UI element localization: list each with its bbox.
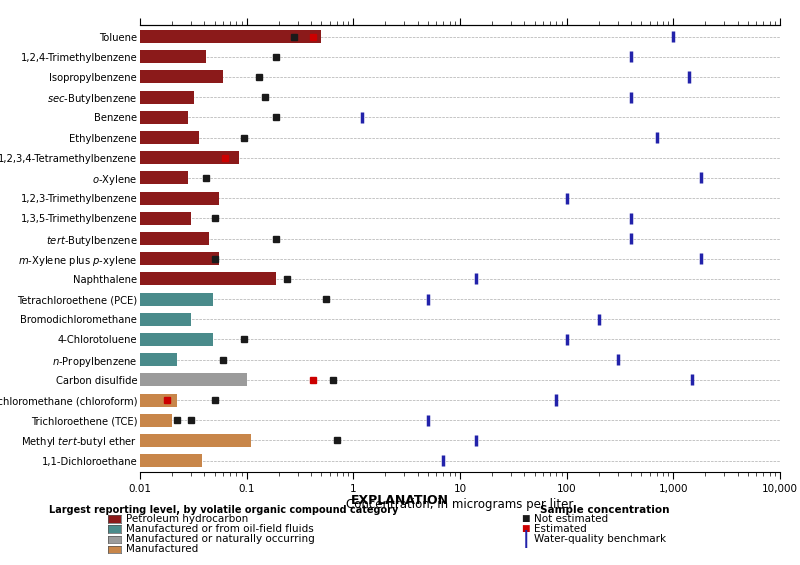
Bar: [140, 90, 194, 104]
Bar: [140, 333, 213, 346]
Bar: [140, 312, 191, 326]
Text: Sample concentration: Sample concentration: [540, 505, 670, 515]
Bar: [140, 454, 202, 467]
Bar: [140, 232, 209, 245]
Text: EXPLANATION: EXPLANATION: [351, 493, 449, 507]
Bar: [140, 353, 177, 366]
Bar: [140, 434, 251, 447]
Text: Estimated: Estimated: [534, 524, 587, 534]
Bar: [140, 373, 246, 386]
Bar: [140, 50, 206, 63]
Text: ■: ■: [522, 514, 530, 523]
Bar: [140, 131, 199, 144]
Text: ■: ■: [522, 524, 530, 533]
Bar: [140, 71, 223, 84]
X-axis label: Concentration, in micrograms per liter: Concentration, in micrograms per liter: [346, 498, 574, 511]
Text: Largest reporting level, by volatile organic compound category: Largest reporting level, by volatile org…: [50, 505, 398, 515]
Bar: [140, 111, 188, 124]
Bar: [140, 171, 188, 185]
Bar: [140, 414, 172, 427]
Text: Manufactured: Manufactured: [126, 544, 198, 554]
Bar: [140, 212, 191, 225]
Bar: [140, 393, 177, 407]
Bar: [140, 192, 219, 205]
Bar: [140, 151, 239, 164]
Text: |: |: [522, 530, 529, 548]
Bar: [140, 272, 277, 285]
Text: Manufactured or naturally occurring: Manufactured or naturally occurring: [126, 534, 314, 544]
Text: Petroleum hydrocarbon: Petroleum hydrocarbon: [126, 514, 248, 524]
Text: Not estimated: Not estimated: [534, 514, 609, 524]
Bar: [140, 293, 213, 306]
Text: Water-quality benchmark: Water-quality benchmark: [534, 534, 666, 544]
Bar: [140, 30, 322, 43]
Bar: [140, 252, 219, 265]
Text: Manufactured or from oil-field fluids: Manufactured or from oil-field fluids: [126, 524, 314, 534]
